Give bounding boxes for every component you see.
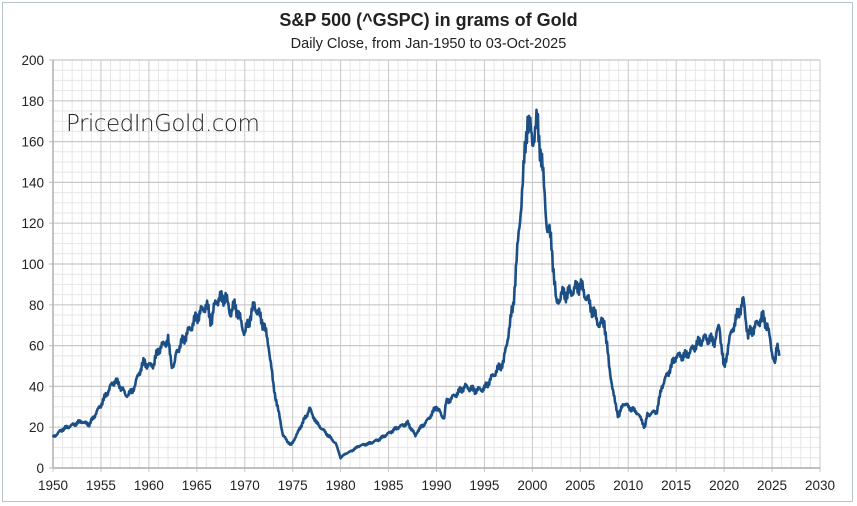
y-tick-label: 100 xyxy=(21,257,44,272)
x-tick-label: 1985 xyxy=(374,478,404,493)
y-tick-label: 80 xyxy=(29,298,44,313)
x-tick-label: 2000 xyxy=(517,478,547,493)
x-tick-label: 1975 xyxy=(278,478,308,493)
x-tick-label: 1990 xyxy=(421,478,451,493)
y-tick-label: 120 xyxy=(21,216,44,231)
y-tick-label: 0 xyxy=(36,461,44,476)
x-tick-label: 1950 xyxy=(38,478,68,493)
y-tick-label: 140 xyxy=(21,175,44,190)
x-tick-label: 1965 xyxy=(182,478,212,493)
x-tick-label: 1955 xyxy=(86,478,116,493)
x-tick-label: 1970 xyxy=(230,478,260,493)
x-tick-label: 2005 xyxy=(565,478,595,493)
x-tick-label: 2030 xyxy=(805,478,835,493)
x-tick-label: 2020 xyxy=(709,478,739,493)
y-tick-label: 20 xyxy=(29,420,44,435)
y-tick-label: 60 xyxy=(29,339,44,354)
x-tick-label: 1995 xyxy=(469,478,499,493)
y-tick-label: 180 xyxy=(21,94,44,109)
series-line xyxy=(51,108,781,460)
x-tick-label: 2010 xyxy=(613,478,643,493)
watermark-logo: PricedInGold.com xyxy=(66,111,260,137)
x-tick-label: 2015 xyxy=(661,478,691,493)
x-tick-label: 1980 xyxy=(326,478,356,493)
y-tick-label: 40 xyxy=(29,379,44,394)
x-tick-label: 1960 xyxy=(134,478,164,493)
y-tick-label: 200 xyxy=(21,53,44,68)
chart-title: S&P 500 (^GSPC) in grams of Gold xyxy=(279,10,578,30)
x-tick-label: 2025 xyxy=(757,478,787,493)
chart-subtitle: Daily Close, from Jan-1950 to 03-Oct-202… xyxy=(290,36,567,52)
y-tick-label: 160 xyxy=(21,135,44,150)
